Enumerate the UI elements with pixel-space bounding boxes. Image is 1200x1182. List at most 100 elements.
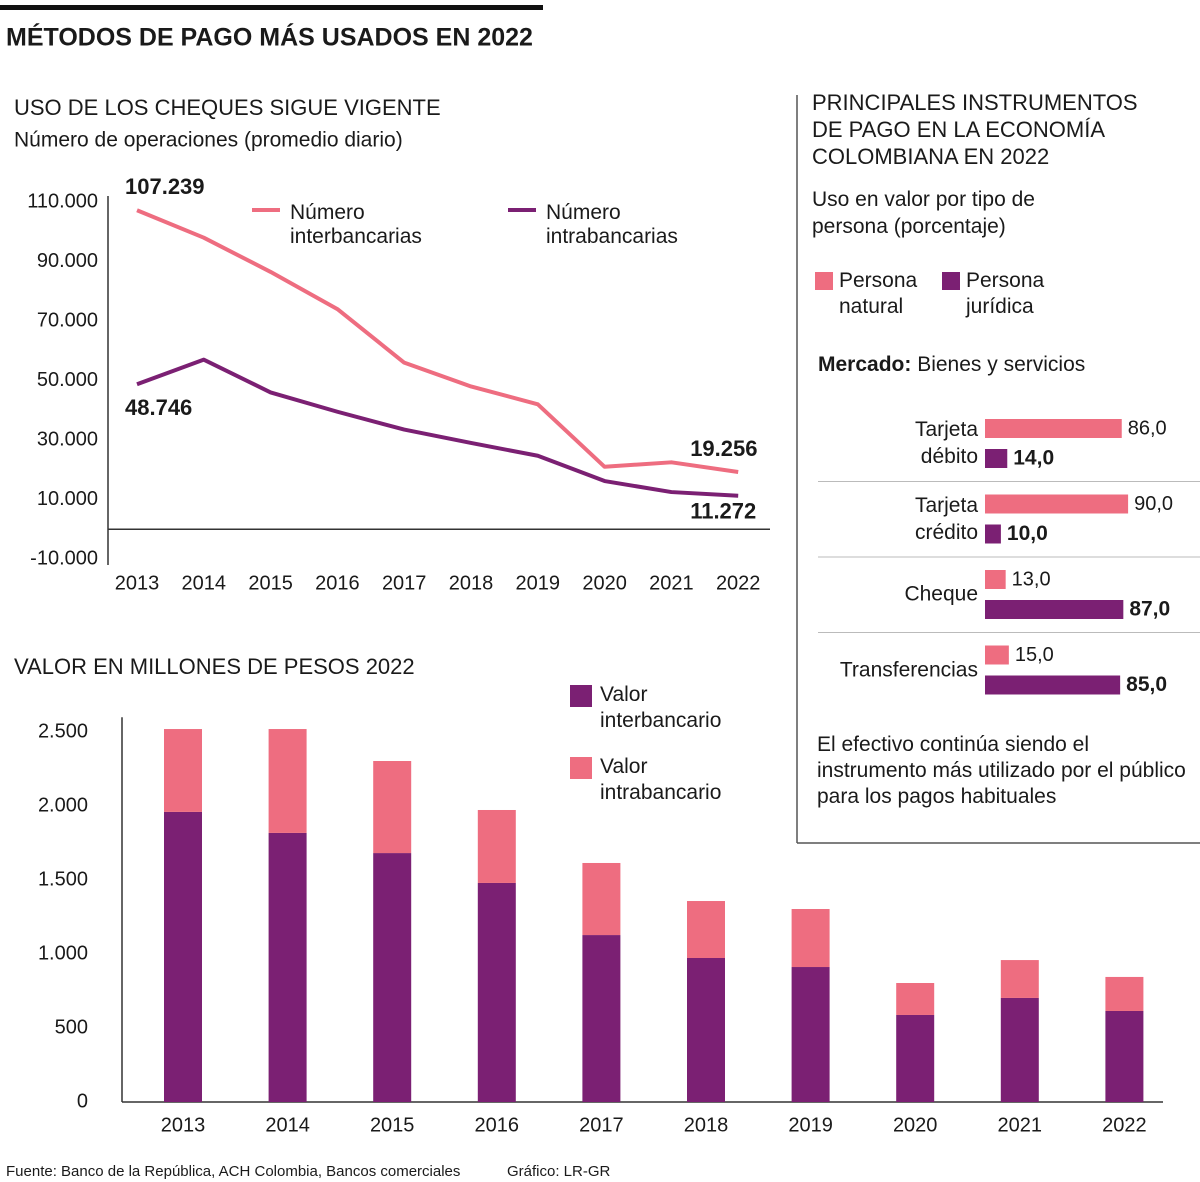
value-label: 15,0 <box>1015 644 1054 666</box>
note: El efectivo continúa siendo el instrumen… <box>817 733 1186 808</box>
bar-segment <box>1000 997 1039 1102</box>
legend-label: Persona jurídica <box>966 269 1045 318</box>
x-tick-label: 2014 <box>265 1114 310 1136</box>
bar-segment <box>687 957 725 1102</box>
bar-segment <box>268 729 307 833</box>
y-tick-label: 0 <box>77 1090 88 1112</box>
line <box>136 208 739 474</box>
y-tick-label: 70.000 <box>37 309 98 331</box>
bar-segment <box>582 862 621 936</box>
bar <box>985 524 1001 544</box>
x-tick-label: 2016 <box>475 1114 520 1136</box>
chart-title: USO DE LOS CHEQUES SIGUE VIGENTE <box>14 95 441 120</box>
legend-label: Valor interbancario <box>600 683 722 732</box>
x-tick-label: 2017 <box>382 572 427 594</box>
value-label: 13,0 <box>1012 568 1051 590</box>
category-label: Tarjeta débito <box>914 418 978 468</box>
bar-segment <box>896 1014 935 1102</box>
y-tick-label: -10.000 <box>30 547 98 569</box>
x-tick-label: 2017 <box>579 1114 624 1136</box>
legend-label: Valor intrabancario <box>600 755 722 804</box>
bar-segment <box>582 935 621 1102</box>
bar-segment <box>164 729 202 812</box>
y-tick-label: 50.000 <box>37 369 98 391</box>
bar-segment <box>896 983 935 1015</box>
legend-label: Número intrabancarias <box>546 201 678 248</box>
legend-swatch <box>570 757 592 779</box>
value-label: 86,0 <box>1128 417 1167 439</box>
legend-swatch <box>815 272 833 290</box>
x-tick-label: 2013 <box>161 1114 206 1136</box>
x-tick-label: 2021 <box>649 572 694 594</box>
bar <box>985 645 1009 665</box>
x-tick-label: 2015 <box>248 572 293 594</box>
bar-segment <box>687 901 725 958</box>
x-tick-label: 2018 <box>449 572 494 594</box>
bar-segment <box>373 853 412 1102</box>
panel-title: PRINCIPALES INSTRUMENTOS DE PAGO EN LA E… <box>812 90 1138 169</box>
bar <box>985 675 1121 695</box>
x-tick-label: 2013 <box>115 572 160 594</box>
x-tick-label: 2018 <box>684 1114 729 1136</box>
value-label: 11.272 <box>690 499 756 524</box>
bar-segment <box>164 811 202 1102</box>
y-tick-label: 1.000 <box>38 942 88 964</box>
x-tick-label: 2015 <box>370 1114 415 1136</box>
y-tick-label: 1.500 <box>38 868 88 890</box>
legend-swatch <box>570 685 592 707</box>
bar-segment <box>791 967 830 1102</box>
bar-segment <box>373 761 412 854</box>
market-label: Mercado: <box>818 353 912 376</box>
bar <box>985 570 1006 589</box>
bar-segment <box>1105 1010 1144 1102</box>
panel-subtitle: Uso en valor por tipo de persona (porcen… <box>812 188 1035 238</box>
value-label: 19.256 <box>690 436 757 461</box>
bar-segment <box>477 882 516 1102</box>
value-label: 90,0 <box>1134 493 1173 515</box>
line <box>136 357 739 498</box>
source: Fuente: Banco de la República, ACH Colom… <box>6 1163 460 1180</box>
bar-segment <box>1000 960 1039 998</box>
y-tick-label: 110.000 <box>27 190 98 212</box>
value-label: 10,0 <box>1007 522 1048 545</box>
y-tick-label: 90.000 <box>37 250 98 272</box>
bar-segment <box>268 832 307 1102</box>
x-tick-label: 2014 <box>182 572 227 594</box>
x-tick-label: 2019 <box>516 572 561 594</box>
legend-swatch <box>942 272 960 290</box>
top-rule <box>0 5 543 10</box>
value-label: 85,0 <box>1126 673 1167 696</box>
credit: Gráfico: LR-GR <box>507 1163 611 1180</box>
x-tick-label: 2020 <box>893 1114 938 1136</box>
y-tick-label: 30.000 <box>37 428 98 450</box>
y-tick-label: 2.500 <box>38 720 88 742</box>
x-tick-label: 2022 <box>1102 1114 1147 1136</box>
page-title: MÉTODOS DE PAGO MÁS USADOS EN 2022 <box>6 23 533 52</box>
value-label: 14,0 <box>1013 447 1054 470</box>
legend-label: Persona natural <box>839 269 918 318</box>
bar <box>985 494 1129 514</box>
bar-segment <box>791 909 830 968</box>
value-label: 48.746 <box>125 395 192 420</box>
x-tick-label: 2020 <box>582 572 627 594</box>
market: Mercado: Bienes y servicios <box>818 352 1085 377</box>
y-tick-label: 500 <box>55 1016 88 1038</box>
bar-segment <box>477 809 516 883</box>
legend-label: Número interbancarias <box>290 201 422 248</box>
chart-subtitle: Número de operaciones (promedio diario) <box>14 129 403 152</box>
chart-title: VALOR EN MILLONES DE PESOS 2022 <box>14 654 415 679</box>
y-tick-label: 10.000 <box>37 488 98 510</box>
market-value: Bienes y servicios <box>917 353 1086 376</box>
x-tick-label: 2019 <box>788 1114 833 1136</box>
category-label: Tarjeta crédito <box>914 493 978 544</box>
bar <box>985 419 1122 438</box>
value-label: 107.239 <box>125 174 205 199</box>
value-label: 87,0 <box>1129 598 1170 621</box>
bar <box>985 600 1124 619</box>
y-tick-label: 2.000 <box>38 794 88 816</box>
x-tick-label: 2022 <box>716 572 761 594</box>
bar-segment <box>1105 976 1144 1011</box>
x-tick-label: 2016 <box>315 572 360 594</box>
